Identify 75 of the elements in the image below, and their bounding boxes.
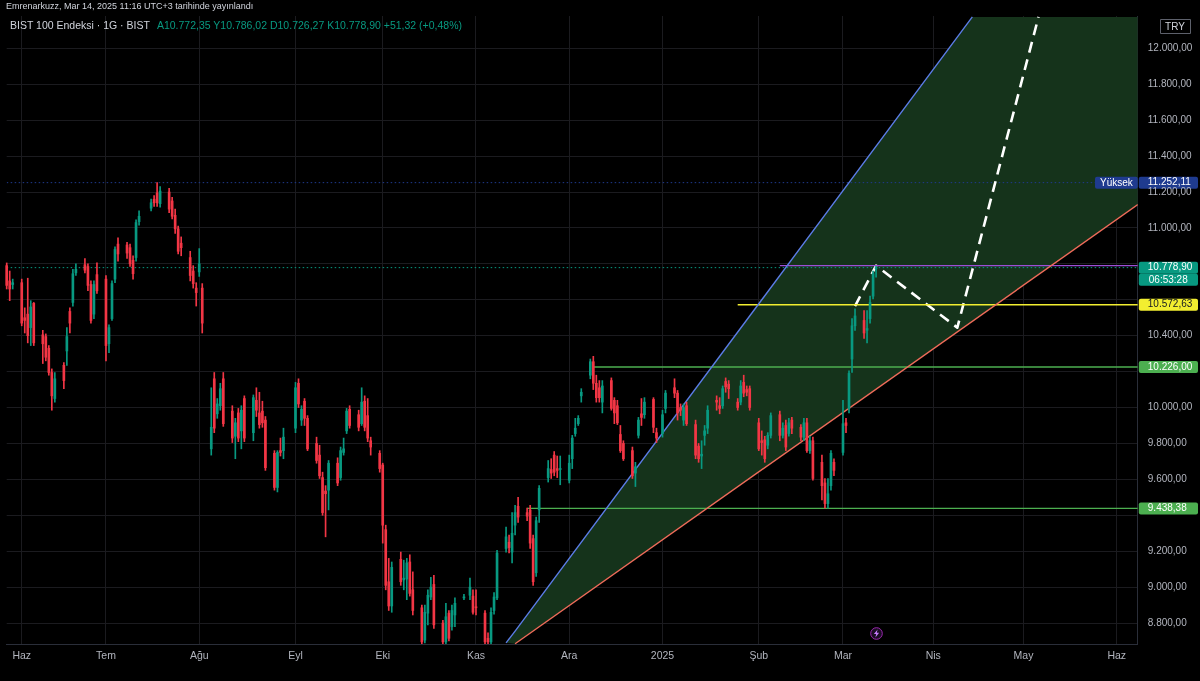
- candlestick: [637, 417, 640, 439]
- candlestick: [664, 390, 667, 414]
- y-tick-label: 8.800,00: [1147, 616, 1188, 628]
- x-tick-label: Eyl: [288, 648, 303, 661]
- x-tick-label: Mar: [833, 648, 853, 661]
- candlestick: [294, 382, 297, 433]
- candlestick: [234, 417, 237, 460]
- y-axis-title: TRY: [1165, 20, 1186, 32]
- candlestick: [237, 408, 240, 442]
- candlestick: [727, 380, 731, 399]
- candlestick: [252, 394, 255, 442]
- x-tick-label: 2025: [650, 648, 675, 661]
- candlestick: [348, 405, 351, 429]
- candlestick: [258, 391, 261, 429]
- candlestick: [682, 403, 685, 426]
- y-tick-label: 11.200,00: [1147, 185, 1192, 197]
- line-series: [853, 16, 1040, 329]
- y-tick-label: 11.600,00: [1147, 113, 1192, 125]
- y-tick-label: 9.800,00: [1147, 437, 1188, 449]
- x-tick-label: Ara: [561, 648, 578, 661]
- ref-line-label: Yüksek: [1100, 176, 1134, 188]
- y-tick-label: 10.400,00: [1147, 329, 1193, 341]
- y-tick-label: 11.252,11: [1147, 176, 1192, 188]
- candlestick: [721, 385, 724, 409]
- y-tick-label: 10.000,00: [1147, 401, 1193, 413]
- candlestick: [327, 460, 330, 511]
- candlestick: [640, 398, 643, 426]
- candlestick: [601, 380, 604, 414]
- candlestick: [282, 427, 285, 460]
- candlestick: [661, 409, 664, 438]
- candlestick: [345, 408, 348, 434]
- candlestick: [685, 401, 688, 426]
- candlestick: [336, 457, 339, 486]
- x-tick-label: May: [1013, 648, 1035, 661]
- y-tick-label: 10.572,63: [1147, 298, 1193, 310]
- x-tick-label: Şub: [749, 648, 769, 661]
- candlestick: [240, 405, 243, 450]
- x-tick-label: Haz: [12, 648, 32, 661]
- y-tick-label: 9.438,38: [1147, 502, 1188, 514]
- candlestick: [631, 446, 634, 479]
- y-tick-label: 12.000,00: [1147, 42, 1193, 54]
- candlestick: [357, 409, 360, 432]
- y-tick-label: 9.600,00: [1147, 473, 1188, 485]
- y-tick-label: 11.000,00: [1147, 221, 1192, 233]
- x-tick-label: Ağu: [189, 648, 209, 661]
- candlestick: [558, 455, 562, 486]
- candlestick: [694, 419, 697, 460]
- candlestick: [360, 387, 363, 426]
- candlestick: [230, 405, 234, 443]
- y-tick-label: 10.226,00: [1147, 360, 1193, 372]
- candlestick: [643, 397, 646, 419]
- candlestick: [634, 461, 637, 487]
- x-tick-label: Tem: [96, 648, 117, 661]
- y-tick-label: 9.000,00: [1147, 580, 1188, 592]
- chart-subtitle: A10.772,35 Y10.786,02 D10.726,27 K10.778,90 +51,32 (+0,48%): [156, 19, 463, 32]
- chart-title: BIST 100 Endeksi · 1G · BIST: [10, 19, 150, 32]
- x-tick-label: Eki: [375, 648, 391, 661]
- candlestick: [300, 405, 303, 426]
- candlestick: [279, 437, 282, 457]
- candlestick: [273, 450, 276, 491]
- candlestick: [243, 395, 246, 442]
- candlestick: [297, 378, 300, 408]
- y-tick-label: 10.778,90: [1147, 261, 1193, 273]
- y-tick-label: 11.800,00: [1147, 78, 1192, 89]
- y-tick-label: 11.400,00: [1147, 149, 1192, 161]
- x-tick-label: Nis: [925, 648, 941, 661]
- candlestick: [555, 455, 559, 478]
- x-tick-label: Kas: [466, 648, 486, 661]
- candlestick: [616, 400, 619, 425]
- y-tick-label: 9.200,00: [1147, 544, 1188, 556]
- text: 06:53:28: [1148, 273, 1189, 285]
- candlestick: [718, 397, 721, 415]
- text: Emrenarkuzz, Mar 14, 2025 11:16 UTC+3 tarihinde yayınlandı: [6, 1, 254, 12]
- x-tick-label: Haz: [1107, 648, 1127, 661]
- candlestick: [276, 450, 279, 493]
